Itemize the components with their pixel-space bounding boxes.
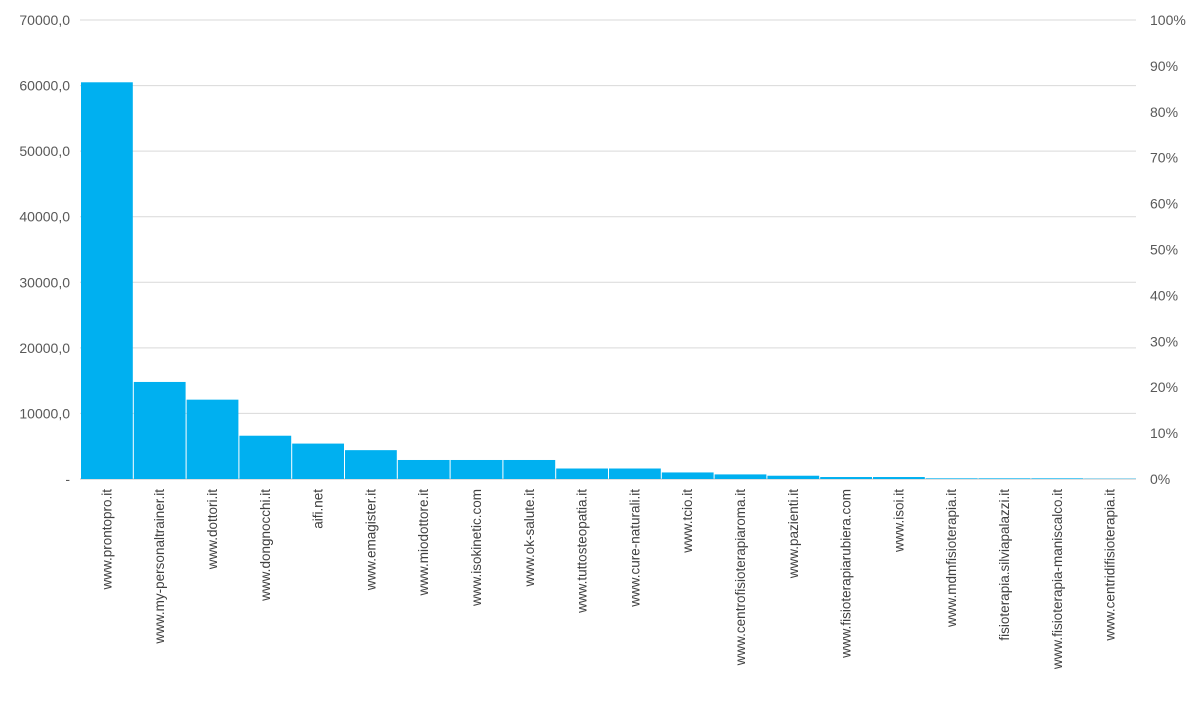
x-tick-label: www.centrofisioterapiaroma.it xyxy=(733,489,748,667)
bar xyxy=(345,450,397,479)
y2-tick-label: 0% xyxy=(1150,471,1170,487)
right-axis-ticks: 0% 10% 20% 30% 40% 50% 60% 70% 80% 90% 100% xyxy=(1150,12,1186,487)
x-tick-label: www.tcio.it xyxy=(680,489,695,554)
bar xyxy=(820,477,872,479)
y-tick-label: 40000,0 xyxy=(19,209,70,225)
bars xyxy=(81,82,1136,480)
y-tick-label: - xyxy=(65,471,70,487)
bar xyxy=(609,468,661,479)
bar xyxy=(186,399,239,479)
x-tick-label: www.my-personaltrainer.it xyxy=(152,489,167,645)
x-tick-label: www.dottori.it xyxy=(205,489,220,571)
y2-tick-label: 60% xyxy=(1150,196,1178,212)
bar xyxy=(873,477,925,479)
y-tick-label: 70000,0 xyxy=(19,12,70,28)
x-tick-label: www.emagister.it xyxy=(363,489,378,592)
y2-tick-label: 50% xyxy=(1150,242,1178,258)
x-tick-label: www.tuttosteopatia.it xyxy=(575,489,590,614)
bar xyxy=(397,459,450,479)
x-tick-label: www.fisioterapiarubiera.com xyxy=(839,489,854,659)
x-tick-label: www.dongnocchi.it xyxy=(258,489,273,602)
x-tick-label: www.centridifisioterapia.it xyxy=(1103,489,1118,642)
x-tick-label: www.pazienti.it xyxy=(786,489,801,580)
bar xyxy=(925,478,978,479)
bar xyxy=(767,475,820,479)
y2-tick-label: 20% xyxy=(1150,379,1178,395)
x-tick-label: fisioterapia.silviapalazzi.it xyxy=(997,489,1012,641)
y2-tick-label: 80% xyxy=(1150,104,1178,120)
bar xyxy=(1031,478,1084,479)
bar xyxy=(81,82,133,480)
gridlines xyxy=(80,19,1136,480)
y-tick-label: 20000,0 xyxy=(19,340,70,356)
bar xyxy=(714,474,767,479)
x-tick-label: www.isokinetic.com xyxy=(469,489,484,607)
bar xyxy=(503,459,556,479)
bar xyxy=(450,459,503,479)
y2-tick-label: 100% xyxy=(1150,12,1186,28)
bar xyxy=(978,478,1031,479)
bar xyxy=(239,435,292,479)
x-tick-label: www.fisioterapia-maniscalco.it xyxy=(1050,489,1065,670)
x-tick-label: www.isoi.it xyxy=(891,489,906,553)
bar xyxy=(556,468,608,479)
y2-tick-label: 30% xyxy=(1150,333,1178,349)
y-tick-label: 10000,0 xyxy=(19,405,70,421)
left-axis-ticks: - 10000,0 20000,0 30000,0 40000,0 50000,0 6000… xyxy=(19,12,70,487)
bar xyxy=(133,381,186,479)
y-tick-label: 50000,0 xyxy=(19,143,70,159)
x-tick-label: www.cure-naturali.it xyxy=(627,489,642,608)
x-tick-label: www.ok-salute.it xyxy=(522,489,537,588)
bar xyxy=(661,472,714,479)
category-labels: www.prontopro.it www.my-personaltrainer.i… xyxy=(99,489,1117,670)
y2-tick-label: 90% xyxy=(1150,58,1178,74)
y-tick-label: 60000,0 xyxy=(19,78,70,94)
x-tick-label: www.miodottore.it xyxy=(416,489,431,597)
y2-tick-label: 40% xyxy=(1150,287,1178,303)
x-tick-label: www.mdmfisioterapia.it xyxy=(944,489,959,628)
x-tick-label: www.prontopro.it xyxy=(99,489,114,591)
y2-tick-label: 70% xyxy=(1150,150,1178,166)
x-tick-label: aifi.net xyxy=(311,489,326,529)
y2-tick-label: 10% xyxy=(1150,425,1178,441)
y-tick-label: 30000,0 xyxy=(19,274,70,290)
bar xyxy=(292,443,344,479)
